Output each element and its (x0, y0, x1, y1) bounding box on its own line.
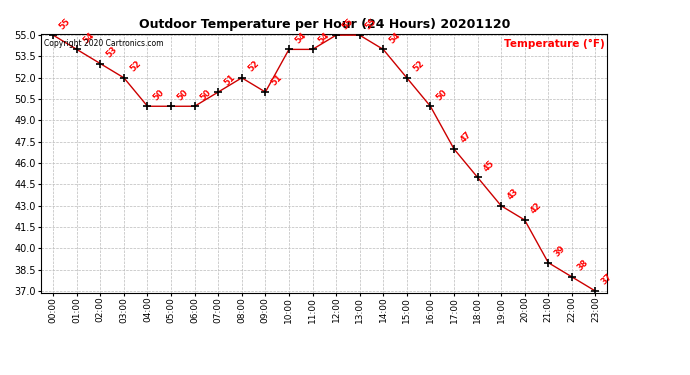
Text: 52: 52 (128, 59, 143, 74)
Text: 54: 54 (317, 30, 331, 45)
Text: 51: 51 (222, 73, 237, 88)
Text: 55: 55 (57, 16, 72, 31)
Text: Temperature (°F): Temperature (°F) (504, 39, 604, 49)
Text: 38: 38 (576, 258, 591, 273)
Text: 50: 50 (199, 87, 213, 102)
Text: 47: 47 (458, 130, 473, 145)
Text: 50: 50 (435, 87, 449, 102)
Text: 51: 51 (270, 73, 284, 88)
Text: 43: 43 (505, 187, 520, 202)
Text: 53: 53 (104, 45, 119, 60)
Text: 50: 50 (175, 87, 190, 102)
Text: 45: 45 (482, 159, 496, 173)
Text: 55: 55 (364, 16, 379, 31)
Text: 52: 52 (411, 59, 426, 74)
Text: 55: 55 (340, 16, 355, 31)
Text: 54: 54 (293, 30, 308, 45)
Text: Copyright 2020 Cartronics.com: Copyright 2020 Cartronics.com (44, 39, 164, 48)
Text: 54: 54 (387, 30, 402, 45)
Text: 42: 42 (529, 201, 544, 216)
Text: 39: 39 (553, 244, 567, 258)
Text: 52: 52 (246, 59, 261, 74)
Title: Outdoor Temperature per Hour (24 Hours) 20201120: Outdoor Temperature per Hour (24 Hours) … (139, 18, 510, 31)
Text: 54: 54 (81, 30, 96, 45)
Text: 37: 37 (600, 272, 614, 287)
Text: 50: 50 (152, 87, 166, 102)
